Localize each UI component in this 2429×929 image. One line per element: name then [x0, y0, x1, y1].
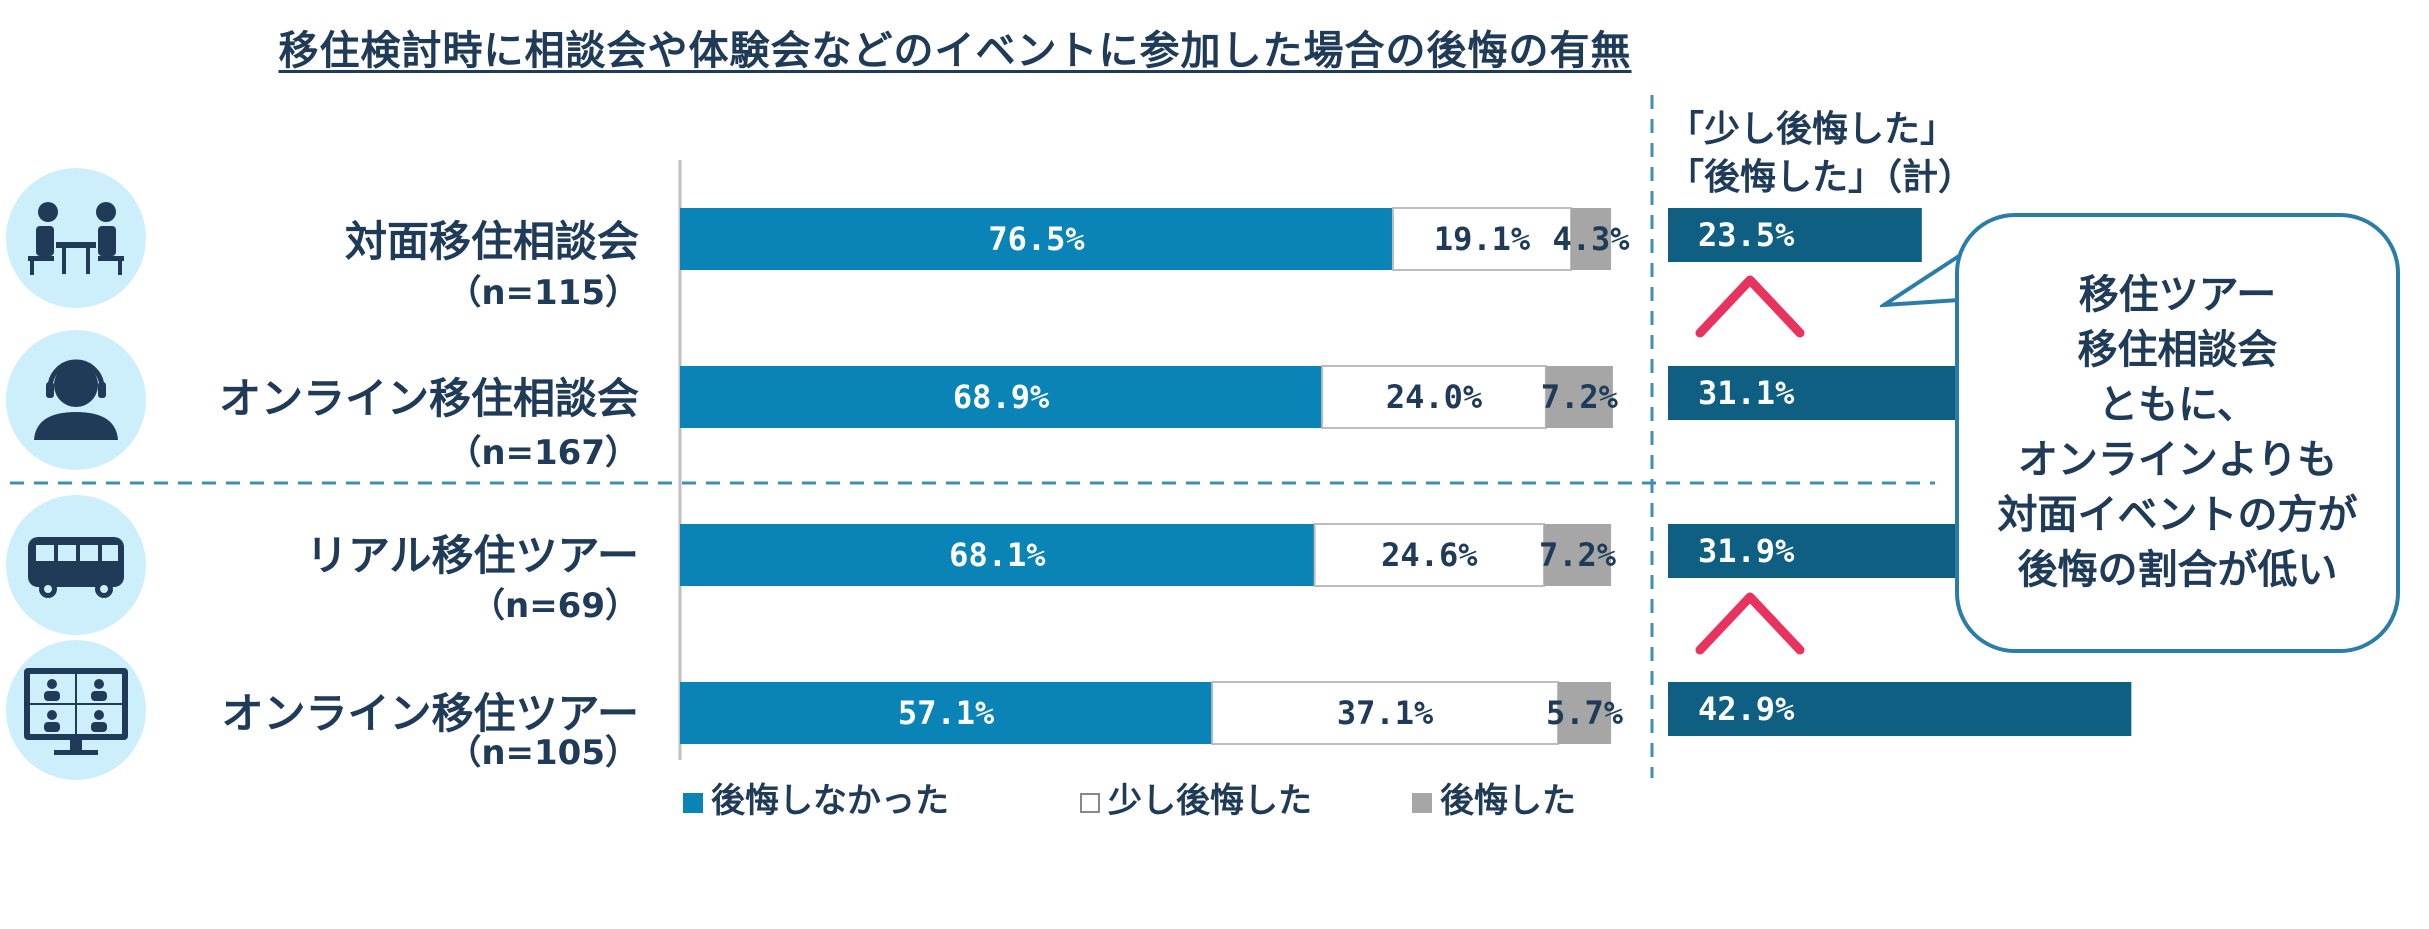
chart-bars: 76.5% 19.1% 4.3% 68.9% 24.0% 7.2% 68.1% 24.6% 7.… [680, 207, 1630, 745]
bar-segment [1391, 207, 1572, 271]
chart-title: 移住検討時に相談会や体験会などのイベントに参加した場合の後悔の有無 [278, 28, 1632, 74]
total-label: 23.5% [1698, 216, 1795, 254]
data-label: 76.5% [988, 220, 1085, 258]
video-conference-monitor-icon [6, 640, 146, 780]
callout-line: 後悔の割合が低い [2017, 547, 2338, 593]
callout-bubble: 移住ツアー 移住相談会 ともに、 オンラインよりも 対面イベントの方が 後悔の割… [1955, 213, 2400, 653]
data-label: 24.0% [1386, 378, 1483, 416]
data-label: 68.9% [953, 378, 1050, 416]
callout-line: ともに、 [2098, 382, 2257, 428]
legend-swatch [1412, 792, 1432, 813]
callout-line: 移住ツアー [2078, 272, 2277, 318]
data-label: 19.1% [1434, 220, 1531, 258]
legend-swatch [683, 792, 703, 813]
category-n: （n=115） [447, 273, 639, 313]
category-label: オンライン移住相談会 [218, 374, 639, 423]
data-label: 7.2% [1541, 378, 1619, 416]
category-n: （n=69） [470, 586, 639, 626]
category-label: オンライン移住ツアー [221, 689, 639, 738]
bar-segment [680, 366, 1323, 428]
legend-item-regret: 後悔した [1412, 773, 1576, 822]
total-bar [1668, 208, 1922, 262]
category-n: （n=167） [447, 433, 639, 473]
callout-line: 対面イベントの方が [1997, 492, 2358, 538]
total-bar [1668, 682, 2132, 736]
callout-line: 移住相談会 [2077, 327, 2278, 373]
bar-segment [1321, 365, 1547, 429]
total-label: 31.9% [1698, 532, 1795, 570]
bar-segment [680, 524, 1315, 586]
data-label: 37.1% [1337, 694, 1434, 732]
data-label: 7.2% [1539, 536, 1617, 574]
chart-guides [10, 95, 1935, 778]
callout-tail [1880, 254, 1961, 308]
data-label: 57.1% [898, 694, 995, 732]
comparison-arrows [1695, 275, 1805, 655]
total-bar [1668, 366, 2004, 420]
bus-icon [6, 495, 146, 635]
category-n: （n=105） [447, 733, 639, 773]
data-label: 5.7% [1546, 694, 1624, 732]
legend-item-no-regret: 後悔しなかった [683, 773, 949, 822]
totals-header-line1: 「少し後悔した」 [1668, 109, 1957, 150]
bar-segment [1545, 366, 1613, 428]
bar-segment [1543, 524, 1612, 586]
data-label: 24.6% [1381, 536, 1478, 574]
bar-segment [1557, 682, 1612, 744]
bar-segment [1570, 208, 1612, 270]
total-label: 42.9% [1698, 690, 1795, 728]
increase-chevron-icon [1695, 592, 1805, 655]
callout-line: オンラインよりも [2017, 437, 2338, 483]
category-label: 対面移住相談会 [344, 217, 639, 266]
bar-segment [680, 208, 1393, 270]
total-label: 31.1% [1698, 374, 1795, 412]
legend-swatch [1080, 792, 1100, 813]
bar-segment [1211, 681, 1559, 745]
increase-chevron-icon [1695, 275, 1805, 338]
data-label: 4.3% [1552, 220, 1630, 258]
category-label: リアル移住ツアー [305, 531, 639, 580]
data-label: 68.1% [949, 536, 1046, 574]
bar-segment [1313, 523, 1545, 587]
headset-operator-icon [6, 330, 146, 470]
totals-header-line2: 「後悔した」（計） [1668, 157, 1975, 198]
bar-segment [680, 682, 1213, 744]
legend-item-slight-regret: 少し後悔した [1080, 773, 1312, 822]
face-to-face-meeting-icon [6, 168, 146, 308]
